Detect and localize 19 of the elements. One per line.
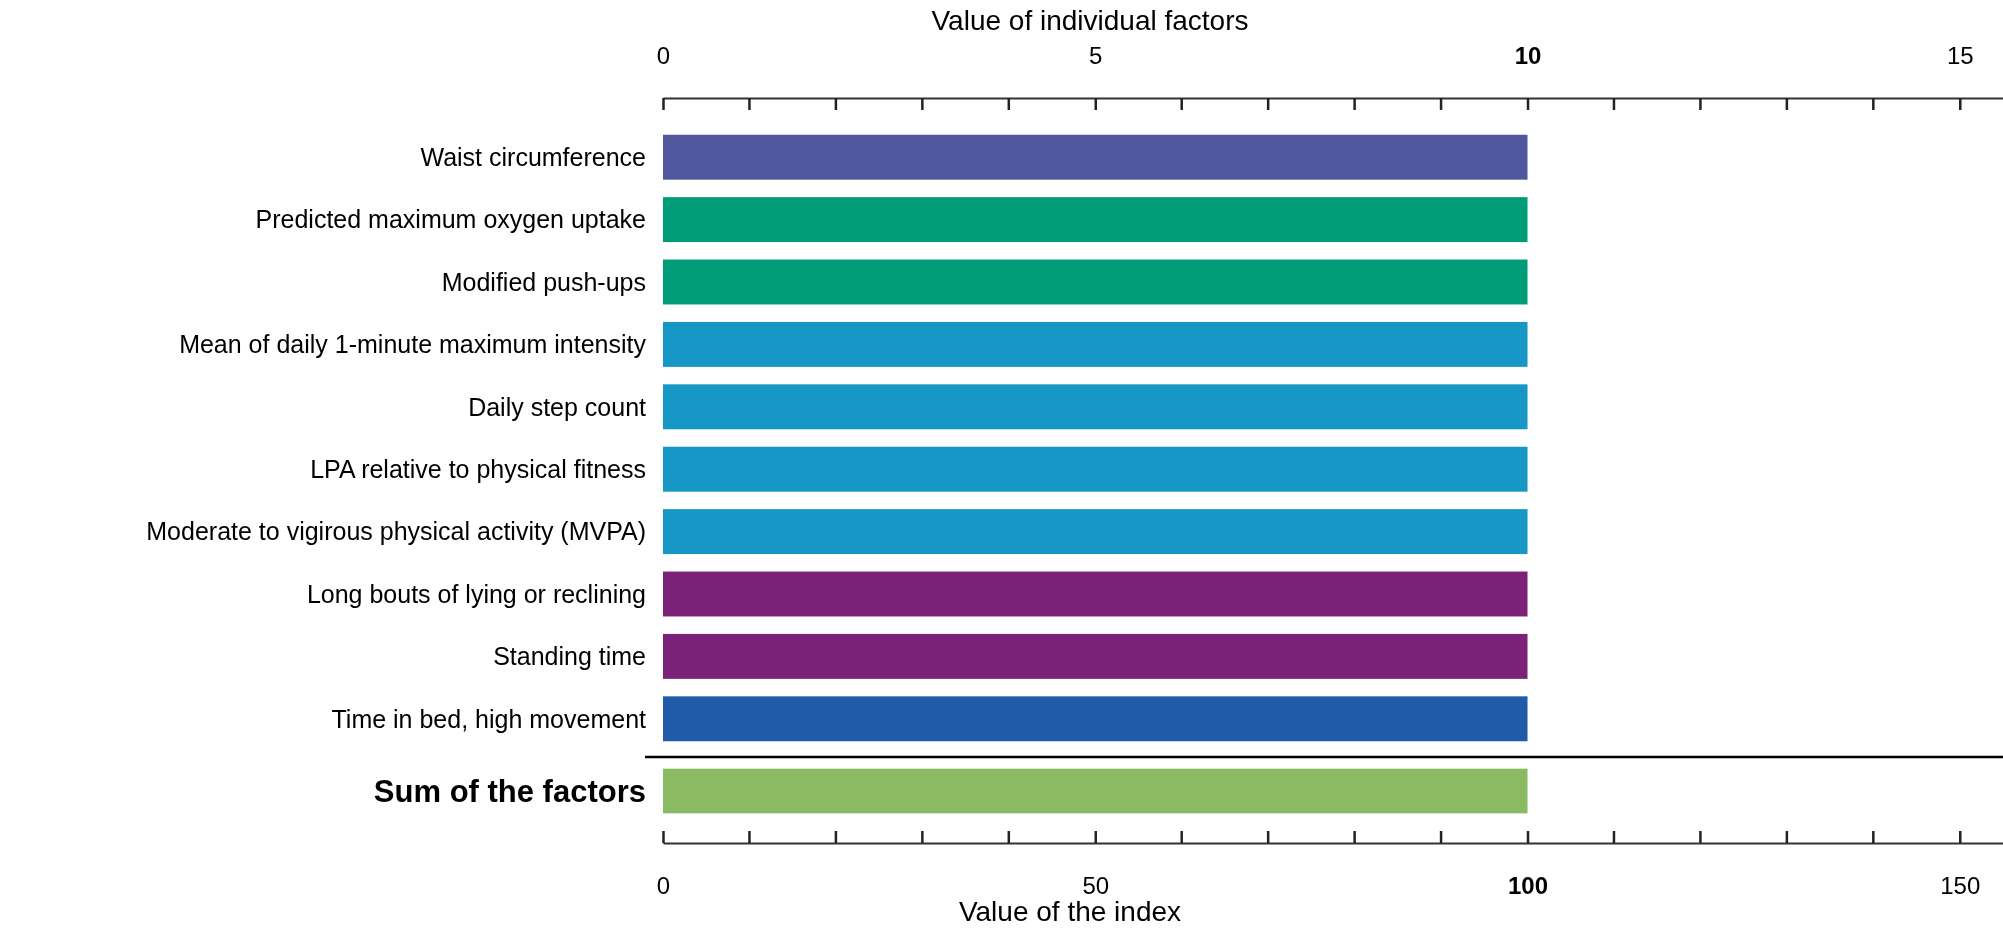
y-tick-label: Predicted maximum oxygen uptake	[255, 205, 646, 234]
y-tick-label: Moderate to vigirous physical activity (MVPA)	[146, 517, 646, 546]
y-tick-label: Modified push-ups	[441, 267, 646, 296]
x-tick-label: 0	[656, 872, 671, 900]
x-axis-title: Value of individual factors	[931, 5, 1249, 36]
x-tick-label: 100	[1507, 872, 1549, 900]
y-tick-label: Sum of the factors	[373, 773, 646, 809]
y-tick-label: LPA relative to physical fitness	[310, 454, 646, 483]
x-tick-label: 5	[1089, 42, 1103, 69]
y-tick-label: Time in bed, high movement	[331, 704, 647, 733]
y-tick-label: Standing time	[493, 642, 646, 671]
x-tick-label: 150	[1940, 872, 1981, 900]
y-tick-label: Daily step count	[468, 392, 647, 421]
y-tick-label: Waist circumference	[420, 142, 646, 171]
y-tick-label: Long bouts of lying or reclining	[306, 579, 646, 608]
x-tick-label: 15	[1946, 42, 1974, 69]
y-tick-label: Mean of daily 1-minute maximum intensity	[179, 330, 647, 359]
x-tick-label: 10	[1514, 42, 1542, 69]
x-tick-label: 0	[656, 42, 671, 69]
